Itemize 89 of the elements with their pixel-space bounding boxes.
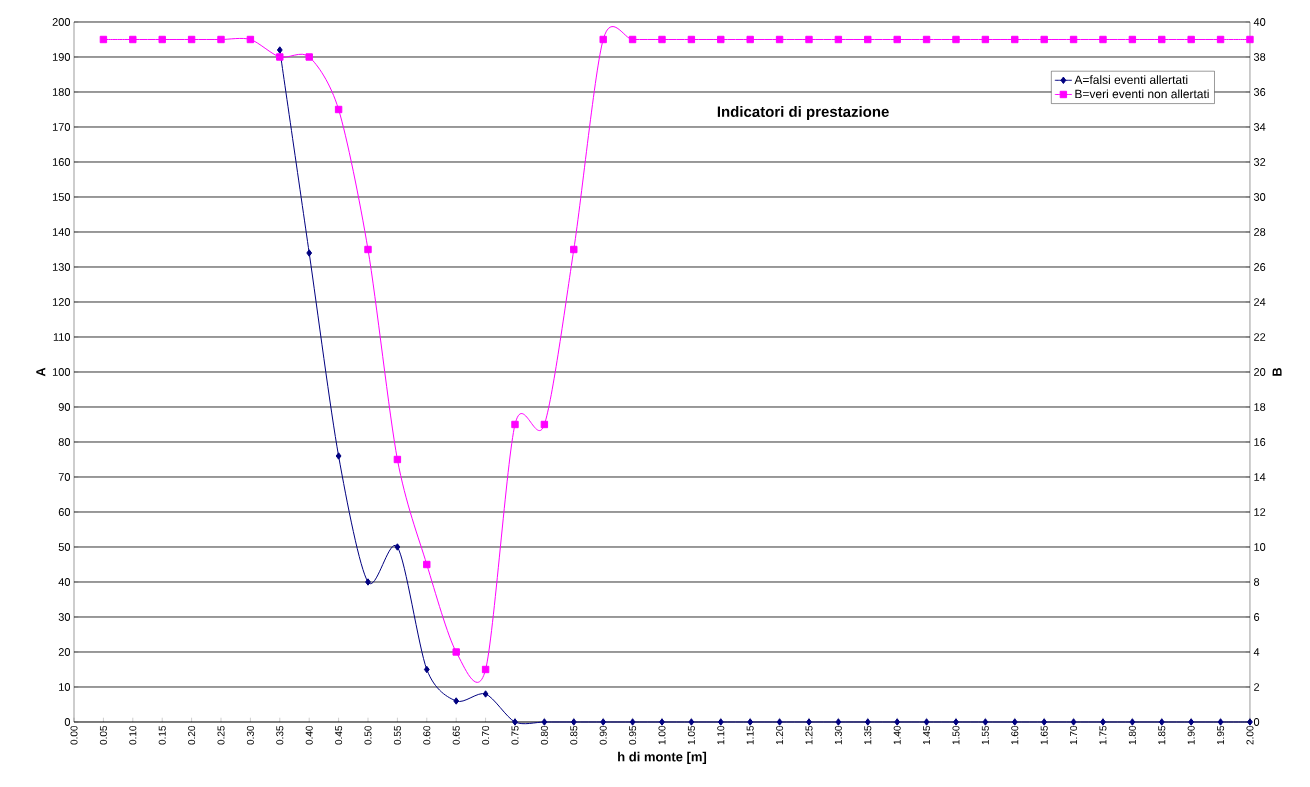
y-tick-label: 140: [52, 228, 71, 236]
y2-axis-title: B: [1272, 367, 1282, 376]
y-tick-label: 160: [52, 158, 71, 166]
y-tick-label: 40: [58, 578, 71, 586]
x-tick-label: 1.45: [923, 725, 931, 745]
y-tick-label: 130: [52, 263, 71, 271]
x-tick-label: 0.10: [129, 725, 137, 745]
y-tick-label: 150: [52, 193, 71, 201]
y-tick-label: 190: [52, 53, 71, 61]
y2-tick-label: 4: [1253, 648, 1260, 656]
x-tick-label: 1.95: [1217, 725, 1225, 745]
y2-tick-label: 32: [1253, 158, 1266, 166]
x-tick-label: 0.75: [511, 725, 519, 745]
x-tick-label: 2.00: [1246, 725, 1254, 745]
x-tick-label: 0.50: [364, 725, 372, 745]
x-tick-label: 0.95: [629, 725, 637, 745]
y-tick-label: 0: [64, 718, 71, 726]
y-tick-label: 60: [58, 508, 71, 516]
x-tick-label: 1.35: [864, 725, 872, 745]
x-tick-label: 1.60: [1011, 725, 1019, 745]
y-tick-label: 90: [58, 403, 71, 411]
x-tick-label: 1.30: [834, 725, 842, 745]
x-tick-label: 0.70: [482, 725, 490, 745]
x-tick-label: 0.65: [452, 725, 460, 745]
y-tick-label: 200: [52, 18, 71, 26]
y2-tick-label: 40: [1253, 18, 1266, 26]
x-tick-label: 1.40: [893, 725, 901, 745]
y2-tick-label: 10: [1254, 543, 1266, 551]
x-tick-label: 1.05: [687, 725, 695, 745]
x-tick-label: 0.85: [570, 725, 578, 745]
x-tick-label: 1.00: [658, 725, 666, 745]
x-tick-label: 0.05: [99, 725, 107, 745]
y2-tick-label: 8: [1253, 578, 1260, 586]
x-tick-label: 1.75: [1099, 725, 1107, 745]
x-tick-label: 1.65: [1040, 725, 1048, 745]
x-tick-label: 1.10: [717, 725, 725, 745]
x-tick-label: 0.15: [158, 725, 166, 745]
y2-tick-label: 36: [1253, 88, 1266, 96]
x-tick-label: 0.60: [423, 725, 431, 745]
x-tick-label: 0.90: [599, 725, 607, 745]
y-tick-label: 30: [58, 613, 71, 621]
x-axis-title: h di monte [m]: [618, 751, 707, 764]
y-tick-label: 20: [58, 648, 71, 656]
y2-tick-label: 38: [1253, 53, 1266, 61]
y2-tick-label: 16: [1254, 438, 1266, 446]
x-tick-label: 1.85: [1158, 725, 1166, 745]
x-tick-label: 0.45: [335, 725, 343, 745]
x-tick-label: 1.80: [1128, 725, 1136, 745]
y2-tick-label: 30: [1253, 193, 1266, 201]
y-tick-label: 80: [58, 438, 71, 446]
x-tick-label: 1.55: [981, 725, 989, 745]
y-tick-label: 10: [59, 683, 71, 691]
legend-label: A=falsi eventi allertati: [1074, 75, 1188, 84]
y-tick-label: 170: [52, 123, 71, 131]
y-tick-label: 70: [58, 473, 71, 481]
y2-tick-label: 22: [1254, 333, 1266, 341]
y2-tick-label: 24: [1254, 298, 1266, 306]
x-tick-label: 1.50: [952, 725, 960, 745]
text: Indicatori di prestazione: [717, 106, 889, 120]
x-tick-label: 1.25: [805, 725, 813, 745]
y2-tick-label: 2: [1254, 683, 1260, 691]
x-tick-label: 0.40: [305, 725, 313, 745]
y2-tick-label: 28: [1254, 228, 1266, 236]
y2-tick-label: 12: [1254, 508, 1266, 516]
y-tick-label: 110: [53, 333, 71, 341]
x-tick-label: 1.90: [1187, 725, 1195, 745]
x-tick-label: 1.15: [746, 725, 754, 745]
legend-label: B=veri eventi non allertati: [1075, 89, 1209, 99]
x-tick-label: 1.20: [776, 725, 784, 745]
y2-tick-label: 26: [1254, 263, 1266, 271]
x-tick-label: 0.55: [393, 725, 401, 745]
x-tick-label: 0.00: [70, 725, 78, 745]
y-tick-label: 180: [52, 88, 71, 96]
x-tick-label: 0.25: [217, 725, 225, 745]
y-tick-label: 50: [58, 543, 71, 551]
y2-tick-label: 18: [1254, 403, 1266, 411]
x-tick-label: 0.20: [188, 725, 196, 745]
y2-tick-label: 20: [1254, 368, 1266, 376]
x-tick-label: 0.80: [540, 725, 548, 745]
y2-tick-label: 14: [1254, 473, 1266, 481]
x-tick-label: 0.30: [246, 725, 254, 745]
x-tick-label: 0.35: [276, 725, 284, 745]
y2-tick-label: 6: [1254, 613, 1260, 621]
y2-tick-label: 34: [1253, 123, 1266, 131]
x-tick-label: 1.70: [1070, 725, 1078, 745]
y-axis-title: A: [36, 367, 46, 377]
y-tick-label: 120: [52, 298, 71, 306]
y-tick-label: 100: [52, 368, 71, 376]
y2-tick-label: 0: [1253, 718, 1260, 726]
